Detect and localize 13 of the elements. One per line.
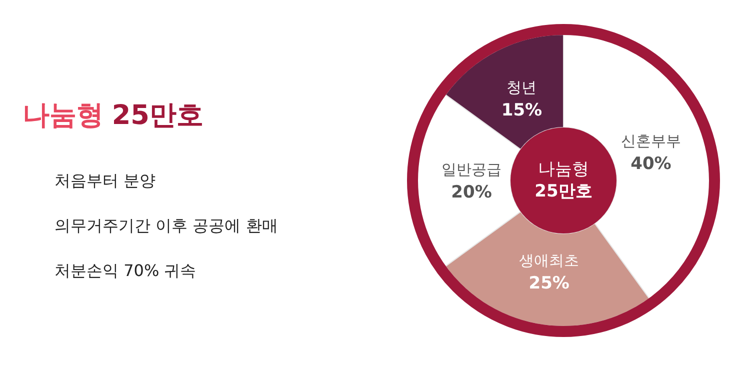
- data-label: 25%: [528, 273, 570, 294]
- slice-label: 신혼부부: [620, 132, 681, 150]
- text: 처분손익 70% 귀속: [54, 261, 196, 280]
- slice-label: 생애최초: [519, 251, 580, 270]
- text: 의무거주기간 이후 공공에 환매: [54, 216, 278, 235]
- data-label: 40%: [630, 154, 672, 174]
- text: 나눔형 25만호: [534, 160, 592, 202]
- text: 나눔형 25만호: [22, 100, 204, 131]
- slice-label: 일반공급: [442, 160, 502, 178]
- text: 처음부터 분양: [54, 171, 156, 190]
- data-label: 20%: [451, 182, 492, 202]
- data-label: 15%: [501, 100, 542, 121]
- slice-label: 청년: [506, 78, 537, 97]
